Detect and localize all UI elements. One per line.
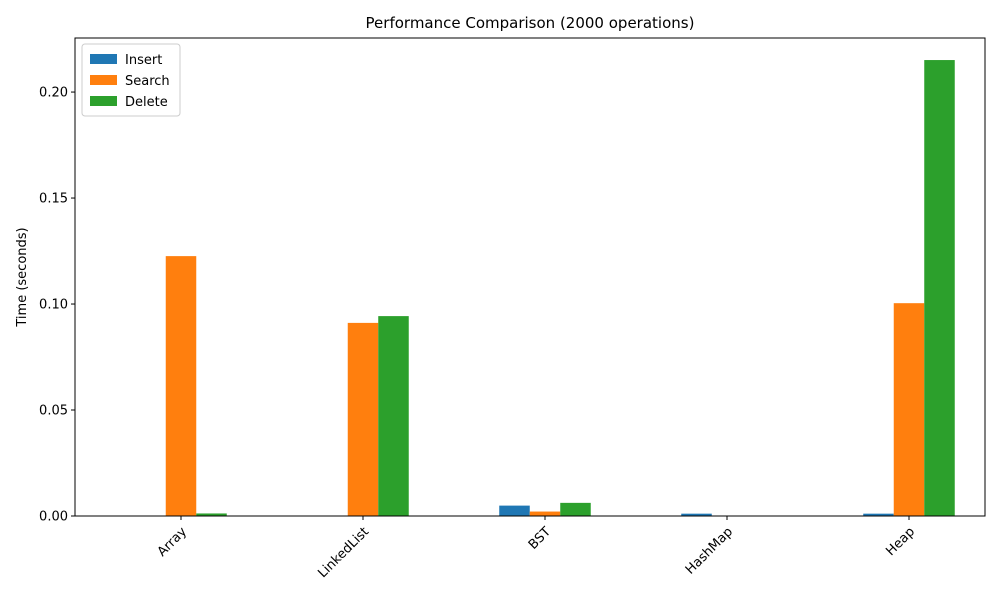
- plot-frame: [74, 37, 986, 517]
- legend-label-delete: Delete: [125, 95, 168, 110]
- bar-delete-linkedlist: [378, 316, 409, 516]
- chart-title: Performance Comparison (2000 operations): [366, 14, 695, 32]
- y-tick-label: 0.15: [39, 192, 68, 207]
- y-tick-label: 0.10: [39, 298, 68, 313]
- y-tick-label: 0.20: [39, 86, 68, 101]
- bar-delete-bst: [560, 502, 591, 516]
- bars-group: [135, 60, 955, 517]
- bar-insert-hashmap: [681, 513, 712, 516]
- y-tick-label: 0.00: [39, 510, 68, 525]
- legend-swatch-delete: [90, 96, 117, 106]
- bar-search-linkedlist: [347, 322, 379, 516]
- bar-delete-array: [196, 513, 227, 516]
- y-tick-label: 0.05: [39, 404, 68, 419]
- legend: Insert Search Delete: [81, 43, 181, 117]
- bar-search-heap: [893, 303, 925, 516]
- y-axis-label: Time (seconds): [15, 227, 30, 327]
- bar-search-bst: [529, 511, 561, 516]
- bar-delete-heap: [924, 60, 955, 517]
- legend-swatch-insert: [90, 54, 117, 64]
- bar-insert-bst: [499, 505, 530, 516]
- bar-insert-heap: [863, 513, 894, 516]
- legend-label-insert: Insert: [125, 53, 162, 68]
- bar-search-array: [165, 256, 197, 516]
- legend-swatch-search: [90, 75, 117, 85]
- legend-label-search: Search: [125, 74, 170, 89]
